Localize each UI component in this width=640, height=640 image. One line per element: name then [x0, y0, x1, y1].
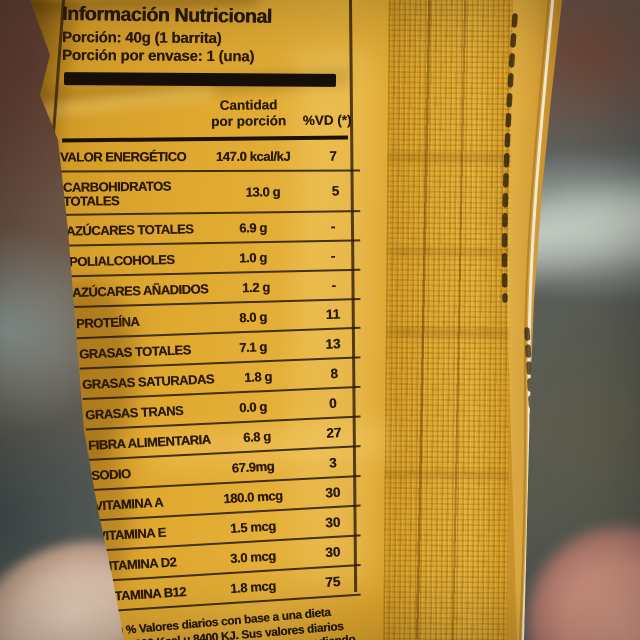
- nutrient-name: POLIALCOHOLES: [68, 251, 175, 270]
- nutrient-daily-value: 30: [324, 514, 341, 531]
- nutrient-daily-value: 30: [324, 485, 341, 501]
- nutrient-name: PROTEÍNA: [75, 313, 140, 332]
- serving-size: Porción: 40g (1 barrita): [61, 29, 222, 48]
- nutrient-quantity: 180.0 mcg: [222, 488, 283, 507]
- nutrient-name: VITAMINA B12: [102, 583, 187, 605]
- nutrient-daily-value: -: [331, 277, 337, 294]
- nutrient-quantity: 0.0 g: [238, 399, 268, 416]
- nutrient-quantity: 1.2 g: [241, 279, 270, 296]
- nutrient-daily-value: 0: [328, 395, 337, 412]
- nutrition-table-rows: VALOR ENERGÉTICO 147.0 kcal/kJ 7 CARBOHIDRA…: [59, 141, 361, 613]
- nutrient-quantity: 3.0 mcg: [229, 548, 277, 567]
- nutrient-daily-value: 7: [329, 148, 337, 164]
- nutrient-daily-value: -: [330, 219, 336, 235]
- nutrition-row: CARBOHIDRATOS TOTALES 13.0 g 5: [62, 170, 361, 217]
- crimp-crease-bands: [383, 0, 513, 640]
- nutrient-name: GRASAS TOTALES: [78, 342, 191, 362]
- column-amount-line1: Cantidad: [219, 96, 278, 113]
- label-title: Información Nutricional: [61, 2, 272, 28]
- column-amount-line2: por porción: [211, 112, 287, 129]
- nutrient-daily-value: 13: [325, 336, 341, 353]
- nutrient-quantity: 147.0 kcal/kJ: [215, 148, 291, 165]
- nutrient-quantity: 6.9 g: [239, 220, 267, 236]
- column-amount-header: Cantidad por porción: [211, 97, 286, 129]
- nutrient-daily-value: 5: [331, 183, 340, 199]
- nutrient-daily-value: 27: [325, 425, 342, 442]
- nutrient-name: VITAMINA E: [96, 524, 167, 544]
- nutrient-name: AZÚCARES TOTALES: [65, 221, 194, 239]
- nutrient-daily-value: 30: [324, 544, 341, 561]
- nutrient-quantity: 6.8 g: [242, 428, 272, 446]
- nutrient-quantity: 7.1 g: [238, 339, 268, 356]
- nutrient-daily-value: 11: [325, 306, 341, 323]
- nutrient-quantity: 1.8 mcg: [229, 578, 277, 597]
- divider-bar: [63, 71, 337, 87]
- nutrient-quantity: 8.0 g: [238, 309, 268, 326]
- nutrient-name: SODIO: [90, 466, 131, 484]
- column-headers: Cantidad por porción %VD (*): [60, 89, 360, 136]
- nutrient-quantity: 13.0 g: [245, 184, 281, 200]
- nutrient-daily-value: 3: [328, 455, 337, 471]
- nutrient-name: VITAMINA D2: [99, 554, 177, 574]
- nutrient-quantity: 1.5 mcg: [229, 518, 277, 537]
- nutrient-name: GRASAS TRANS: [84, 402, 184, 423]
- column-dv-header: %VD (*): [302, 112, 352, 128]
- nutrient-name: GRASAS SATURADAS: [81, 371, 215, 393]
- nutrient-name: VITAMINA A: [93, 494, 164, 514]
- servings-per-container: Porción por envase: 1 (una): [61, 46, 255, 66]
- nutrient-daily-value: -: [330, 248, 336, 264]
- crimp-overlay: [379, 0, 517, 640]
- nutrient-daily-value: 8: [330, 366, 339, 382]
- nutrient-name: AZÚCARES AÑADIDOS: [71, 281, 209, 301]
- nutrient-name: VALOR ENERGÉTICO: [59, 148, 187, 165]
- nutrient-quantity: 1.8 g: [243, 369, 273, 386]
- nutrient-daily-value: 75: [324, 574, 341, 591]
- nutrient-quantity: 67.9mg: [231, 458, 275, 477]
- nutrient-quantity: 1.0 g: [238, 250, 267, 266]
- nutrient-name: FIBRA ALIMENTARIA: [87, 431, 211, 453]
- nutrition-row: VALOR ENERGÉTICO 147.0 kcal/kJ 7: [59, 141, 361, 173]
- nutrient-name: CARBOHIDRATOS TOTALES: [62, 178, 171, 209]
